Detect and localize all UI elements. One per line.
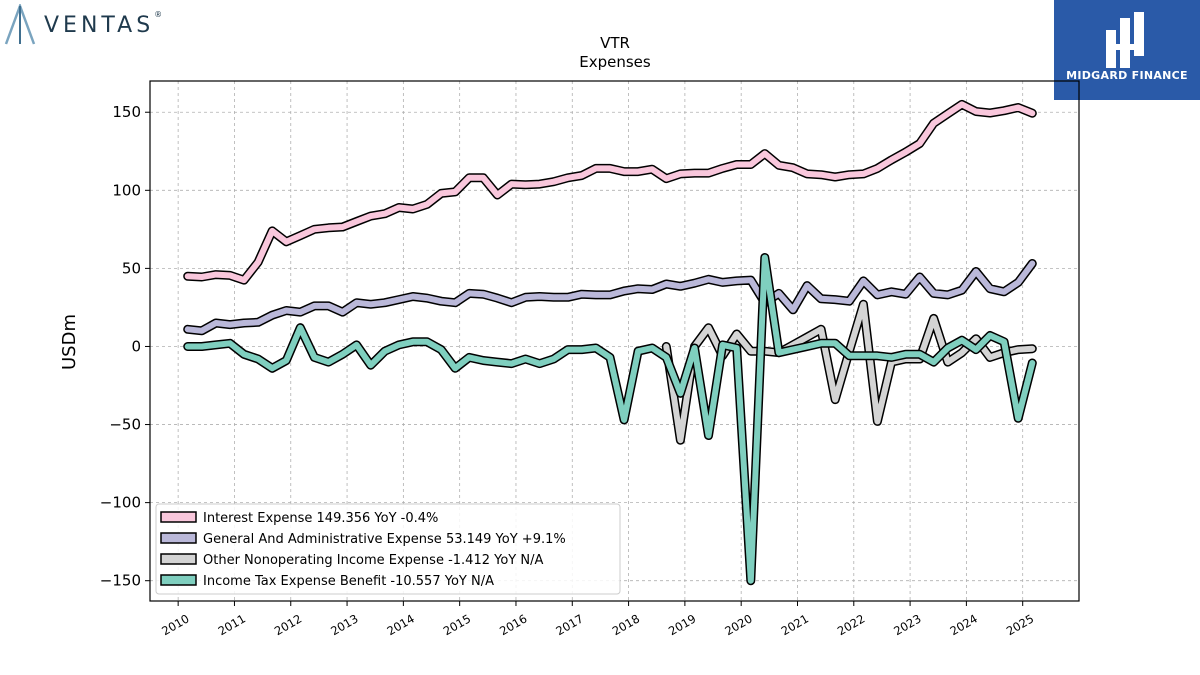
x-tick-label: 2019	[666, 611, 698, 638]
series-line	[184, 260, 1036, 334]
series-lines	[183, 99, 1037, 586]
plot-frame	[149, 80, 1080, 602]
legend-swatch	[160, 553, 197, 565]
series-outline	[183, 99, 1037, 285]
x-tick-label: 2018	[610, 611, 642, 638]
y-tick-label: 150	[112, 103, 141, 121]
x-tick-label: 2021	[779, 611, 811, 638]
x-tick-label: 2013	[328, 611, 360, 638]
legend-swatch	[160, 532, 197, 544]
x-tick-label: 2012	[272, 611, 304, 638]
legend-box	[155, 503, 621, 595]
ventas-triangle-icon	[4, 4, 36, 45]
chart-title: VTR	[600, 34, 630, 52]
legend-swatch	[160, 574, 197, 586]
x-tick-label: 2017	[553, 611, 585, 638]
chart-subtitle: Expenses	[579, 53, 651, 71]
series-line	[184, 101, 1036, 284]
y-tick-label: −50	[109, 416, 141, 434]
midgard-logo-icon	[1106, 12, 1144, 68]
y-tick-label: 100	[112, 181, 141, 199]
x-tick-label: 2011	[216, 611, 248, 638]
ventas-wordmark: VENTAS	[44, 12, 155, 38]
legend-label: Income Tax Expense Benefit -10.557 YoY N…	[203, 574, 494, 589]
legend: Interest Expense 149.356 YoY -0.4% Genera…	[155, 503, 621, 595]
legend-swatch	[160, 511, 197, 523]
legend-label: Interest Expense 149.356 YoY -0.4%	[203, 511, 438, 526]
x-tick-label: 2016	[497, 611, 529, 638]
x-tick-label: 2015	[441, 611, 473, 638]
ventas-logo: VENTAS ®	[4, 4, 162, 46]
y-tick-label: 50	[122, 259, 141, 277]
x-tick-label: 2024	[948, 611, 980, 638]
x-tick-label: 2014	[385, 611, 417, 638]
legend-label: Other Nonoperating Income Expense -1.412…	[203, 553, 543, 568]
y-tick-label: −150	[100, 572, 141, 590]
x-tick-label: 2010	[159, 611, 191, 638]
x-tick-label: 2025	[1004, 611, 1036, 638]
x-tick-label: 2023	[891, 611, 923, 638]
x-tick-label: 2020	[722, 611, 754, 638]
y-axis-label: USDm	[59, 314, 80, 370]
legend-label: General And Administrative Expense 53.14…	[203, 532, 566, 547]
midgard-finance-badge: MIDGARD FINANCE	[1054, 0, 1200, 100]
x-axis-ticks: 2010 2011 2012 2013 2014 2015 2016 2017 2018 2019…	[159, 601, 1036, 638]
series-line	[184, 254, 1036, 584]
badge-label: MIDGARD FINANCE	[1066, 69, 1188, 82]
y-axis-ticks: 150 100 50 0 −50 −100 −150	[100, 103, 150, 590]
y-tick-label: 0	[131, 337, 141, 355]
registered-mark: ®	[154, 10, 163, 19]
x-tick-label: 2022	[835, 611, 867, 638]
y-tick-label: −100	[100, 494, 141, 512]
